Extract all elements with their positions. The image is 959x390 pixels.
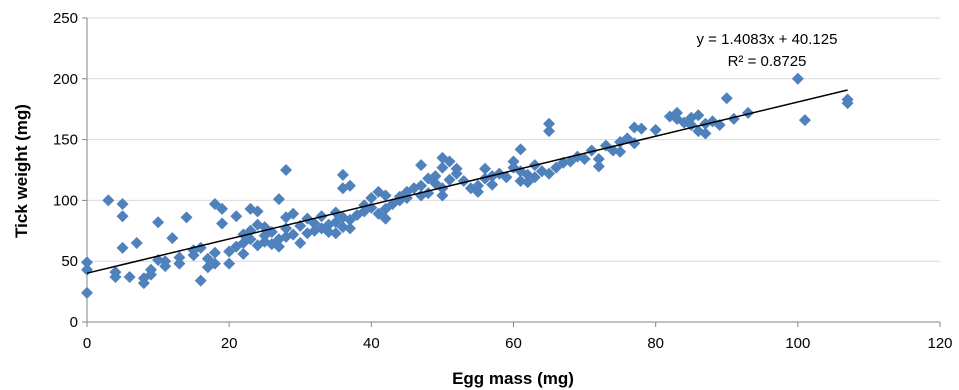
- data-point: [329, 227, 342, 240]
- data-point: [237, 247, 250, 260]
- x-tick-label: 0: [83, 335, 91, 352]
- y-tick-label: 250: [53, 10, 78, 27]
- x-tick-label: 20: [221, 335, 238, 352]
- data-point: [436, 161, 449, 174]
- data-point: [109, 266, 122, 279]
- data-point: [223, 257, 236, 270]
- data-point: [216, 202, 229, 215]
- x-tick-label: 60: [505, 335, 522, 352]
- data-point: [486, 178, 499, 191]
- data-point: [798, 114, 811, 127]
- trendline-group: [86, 89, 848, 274]
- y-tick-label: 0: [70, 314, 78, 331]
- r-squared-label: R² = 0.8725: [728, 53, 807, 70]
- data-point: [251, 205, 264, 218]
- data-point: [365, 191, 378, 204]
- data-point: [272, 240, 285, 253]
- data-point: [344, 222, 357, 235]
- data-point: [429, 170, 442, 183]
- data-point: [635, 122, 648, 135]
- x-tick-label: 120: [927, 335, 952, 352]
- x-tick-labels: 0 20 40 60 80 100 120: [83, 335, 953, 352]
- data-point: [500, 171, 513, 184]
- x-axis-label: Egg mass (mg): [452, 369, 574, 388]
- data-point: [173, 251, 186, 264]
- data-point: [194, 274, 207, 287]
- data-point: [592, 153, 605, 166]
- x-tick-label: 40: [363, 335, 380, 352]
- y-tick-label: 100: [53, 192, 78, 209]
- axes: [82, 17, 941, 327]
- data-point: [578, 153, 591, 166]
- data-point: [344, 179, 357, 192]
- x-tick-label: 100: [785, 335, 810, 352]
- data-point: [543, 167, 556, 180]
- data-point: [116, 210, 129, 223]
- data-point: [471, 185, 484, 198]
- data-point: [514, 143, 527, 156]
- data-point: [415, 179, 428, 192]
- data-point: [280, 164, 293, 176]
- data-point: [699, 127, 712, 140]
- data-points: [81, 72, 854, 299]
- data-point: [670, 106, 683, 119]
- data-point: [81, 256, 93, 269]
- data-point: [336, 168, 349, 181]
- data-point: [649, 123, 662, 136]
- data-point: [116, 241, 129, 254]
- y-tick-labels: 0 50 100 150 200 250: [53, 10, 78, 331]
- data-point: [543, 125, 556, 138]
- data-point: [585, 144, 598, 157]
- data-point: [443, 155, 456, 168]
- data-point: [415, 159, 428, 172]
- data-point: [244, 233, 257, 246]
- data-point: [443, 173, 456, 186]
- data-point: [102, 194, 115, 207]
- data-point: [436, 189, 449, 202]
- data-point: [507, 155, 520, 168]
- y-axis-label: Tick weight (mg): [12, 104, 31, 238]
- y-tick-label: 50: [61, 253, 78, 270]
- data-point: [379, 189, 392, 202]
- data-point: [791, 72, 804, 85]
- y-tick-label: 200: [53, 71, 78, 88]
- y-tick-label: 150: [53, 132, 78, 149]
- data-point: [294, 236, 307, 249]
- data-point: [216, 217, 229, 230]
- data-point: [592, 160, 605, 173]
- data-point: [742, 106, 755, 119]
- data-point: [471, 179, 484, 192]
- data-point: [152, 216, 165, 229]
- data-point: [116, 198, 129, 211]
- data-point: [287, 228, 300, 241]
- data-point: [720, 92, 733, 105]
- data-point: [230, 210, 243, 223]
- data-point: [208, 246, 221, 259]
- trendline-equation: y = 1.4083x + 40.125: [697, 31, 838, 48]
- data-point: [144, 263, 157, 276]
- trendline: [86, 89, 848, 274]
- gridlines: [87, 17, 940, 262]
- data-point: [173, 257, 186, 270]
- x-tick-label: 80: [647, 335, 664, 352]
- data-point: [692, 109, 705, 122]
- data-point: [166, 232, 179, 245]
- data-point: [130, 236, 143, 249]
- data-point: [180, 211, 193, 224]
- data-point: [457, 174, 470, 187]
- data-point: [450, 162, 463, 175]
- data-point: [614, 145, 627, 158]
- data-point: [208, 257, 221, 270]
- data-point: [379, 212, 392, 225]
- data-point: [272, 193, 285, 206]
- data-point: [528, 171, 541, 184]
- data-point: [287, 207, 300, 220]
- data-point: [159, 255, 172, 268]
- data-point: [123, 271, 136, 284]
- data-point: [841, 93, 854, 106]
- data-point: [81, 286, 93, 299]
- data-point: [479, 162, 492, 175]
- data-point: [543, 117, 556, 130]
